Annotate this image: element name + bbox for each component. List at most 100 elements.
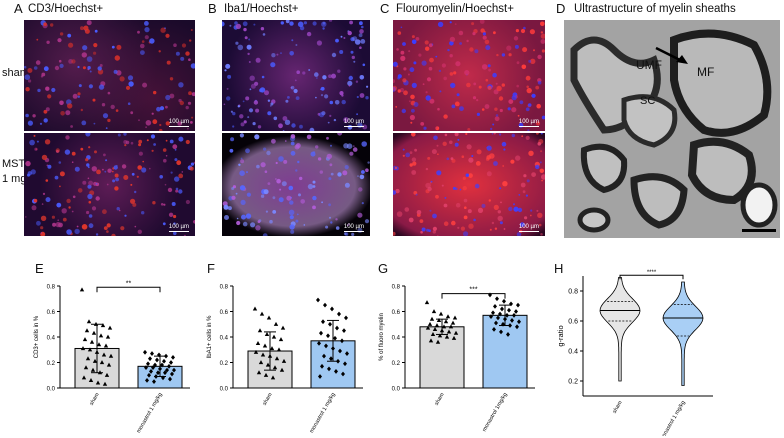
chart-cd3: 0.0 0.2 0.4 0.6 0.8 CD3+ cells in % sham monast… xyxy=(34,280,190,434)
speckle xyxy=(321,201,323,204)
speckle xyxy=(442,141,447,146)
speckle xyxy=(93,43,98,48)
speckle xyxy=(95,233,99,236)
x-tick-label: sham xyxy=(262,392,274,407)
speckle xyxy=(271,138,276,144)
speckle xyxy=(411,170,417,175)
speckle xyxy=(142,160,144,163)
speckle xyxy=(322,27,325,30)
speckle xyxy=(533,49,535,52)
speckle xyxy=(359,174,365,180)
data-point xyxy=(512,312,516,318)
speckle xyxy=(46,40,50,44)
speckle xyxy=(541,49,545,53)
speckle xyxy=(80,147,84,151)
speckle xyxy=(350,50,354,54)
speckle xyxy=(455,61,461,67)
speckle xyxy=(164,183,167,186)
speckle xyxy=(341,99,346,105)
speckle xyxy=(172,144,178,150)
fluorescence-dots xyxy=(393,133,545,236)
data-point xyxy=(151,365,155,370)
micrograph-iba1-sham: 100 µm xyxy=(222,20,370,131)
speckle xyxy=(349,151,354,156)
speckle xyxy=(137,30,140,34)
speckle xyxy=(185,105,189,110)
speckle xyxy=(496,53,499,57)
speckle xyxy=(443,221,449,226)
speckle xyxy=(153,90,157,95)
panel-letter-c: C xyxy=(380,1,390,16)
speckle xyxy=(339,50,344,54)
speckle xyxy=(499,187,502,190)
speckle xyxy=(111,45,115,49)
data-point xyxy=(499,329,503,335)
speckle xyxy=(250,222,256,228)
speckle xyxy=(537,54,542,60)
speckle xyxy=(159,123,162,127)
data-point xyxy=(428,338,434,343)
speckle xyxy=(138,151,143,156)
speckle xyxy=(67,33,72,38)
speckle xyxy=(540,150,543,153)
speckle xyxy=(531,93,536,98)
speckle xyxy=(55,221,61,228)
speckle xyxy=(353,60,356,63)
speckle xyxy=(288,185,294,191)
speckle xyxy=(330,172,334,176)
speckle xyxy=(229,24,232,27)
speckle xyxy=(527,129,530,131)
speckle xyxy=(242,100,245,103)
speckle xyxy=(124,214,127,217)
speckle xyxy=(156,106,161,112)
speckle xyxy=(335,226,340,230)
speckle xyxy=(241,214,246,220)
speckle xyxy=(165,139,168,142)
speckle xyxy=(144,21,149,26)
speckle xyxy=(270,102,274,106)
scale-bar: 100 µm xyxy=(518,224,539,232)
data-point xyxy=(149,369,153,374)
data-point xyxy=(257,328,263,333)
speckle xyxy=(297,21,304,28)
chart-fluoromyelin: 0.0 0.2 0.4 0.6 0.8 % of fluoro myelin sham mon… xyxy=(379,285,535,433)
speckle xyxy=(393,231,396,236)
speckle xyxy=(271,53,276,58)
data-point xyxy=(79,287,85,292)
speckle xyxy=(397,74,402,79)
speckle xyxy=(280,52,282,54)
speckle xyxy=(88,146,91,149)
data-point xyxy=(498,311,502,317)
speckle xyxy=(261,75,265,79)
speckle xyxy=(56,202,62,208)
data-point xyxy=(337,311,341,317)
speckle xyxy=(439,90,442,93)
speckle xyxy=(476,149,482,155)
speckle xyxy=(429,181,432,184)
speckle xyxy=(482,32,486,36)
data-point xyxy=(258,360,264,365)
speckle xyxy=(169,77,174,81)
speckle xyxy=(226,96,231,101)
electron-micrograph: UMF MF SC xyxy=(564,20,780,238)
speckle xyxy=(420,230,423,234)
speckle xyxy=(178,189,183,194)
speckle xyxy=(515,29,519,33)
speckle xyxy=(360,39,366,44)
speckle xyxy=(538,223,542,227)
speckle xyxy=(331,73,336,79)
speckle xyxy=(275,161,278,165)
speckle xyxy=(291,39,294,42)
data-point xyxy=(343,361,347,367)
speckle xyxy=(438,69,442,73)
speckle xyxy=(312,195,317,201)
speckle xyxy=(457,226,460,229)
speckle xyxy=(476,112,480,116)
micrograph-fluoromyelin-mst: 100 µm xyxy=(393,133,545,236)
speckle xyxy=(254,134,260,140)
speckle xyxy=(187,101,192,105)
speckle xyxy=(521,64,527,70)
speckle xyxy=(327,121,330,124)
speckle xyxy=(449,54,453,58)
data-point xyxy=(269,346,275,351)
